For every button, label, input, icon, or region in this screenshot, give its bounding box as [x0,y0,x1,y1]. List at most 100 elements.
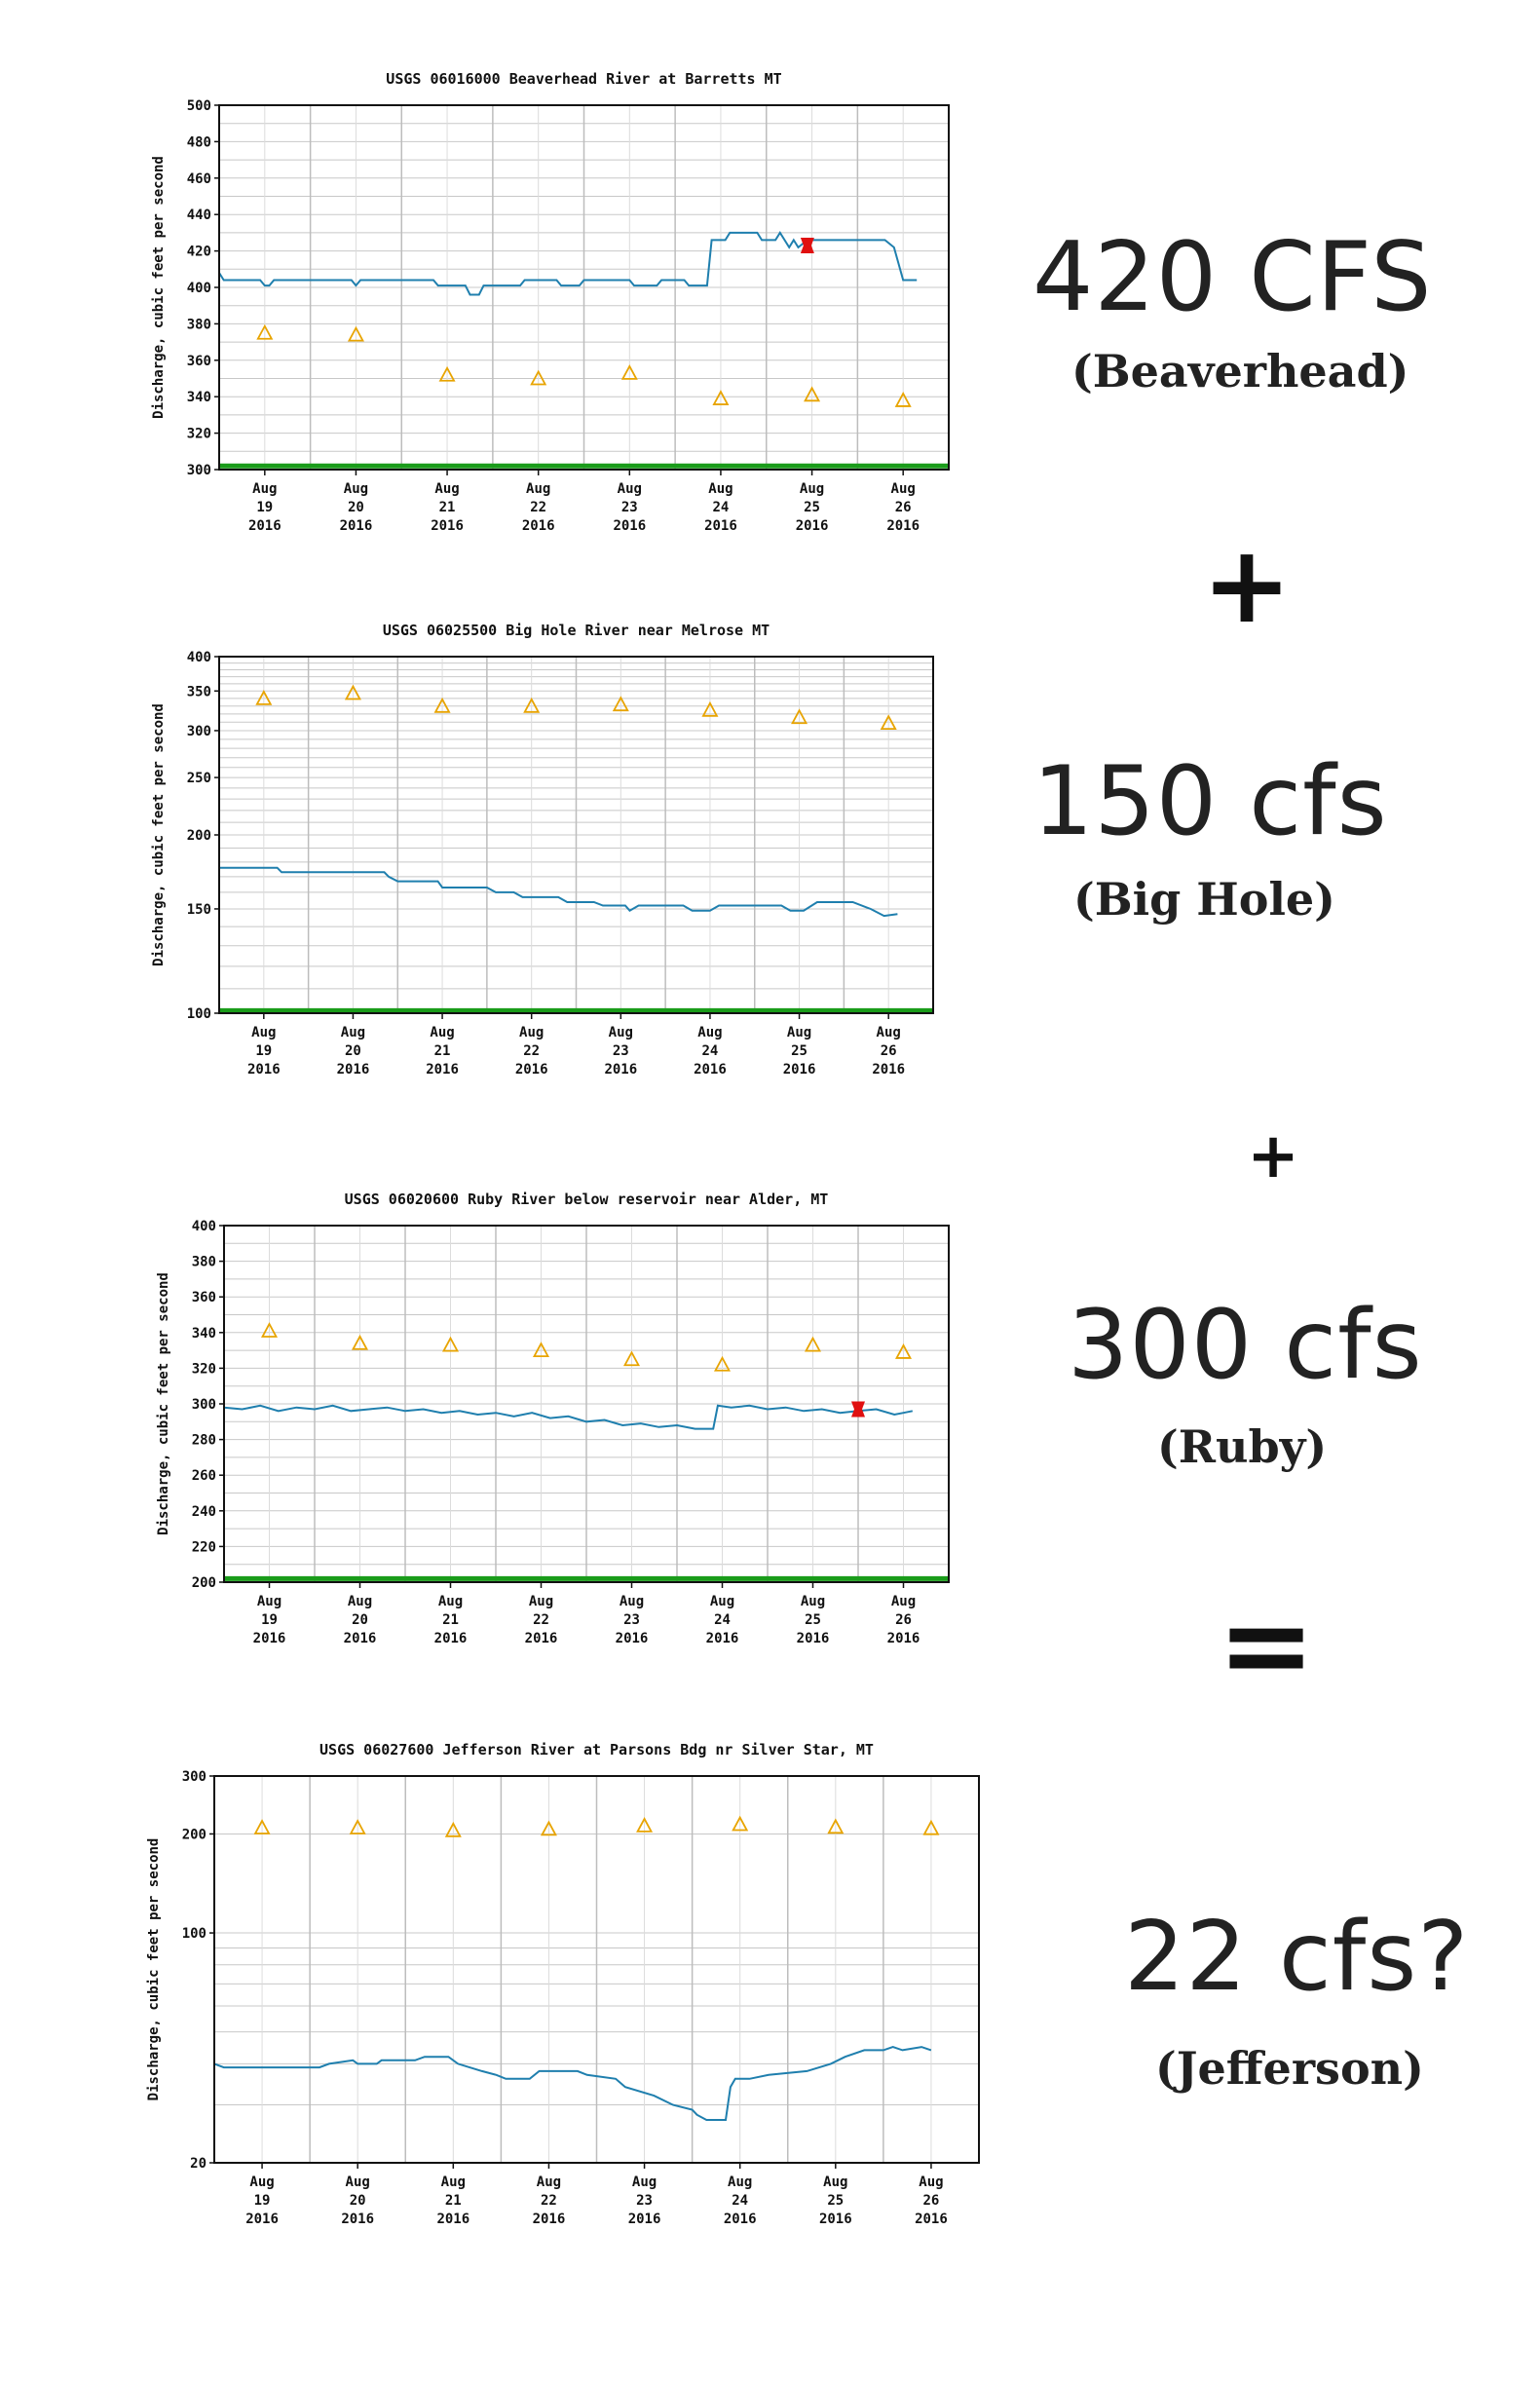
median-marker-triangle [344,684,361,700]
y-tick-label: 320 [192,1361,216,1377]
y-tick-label: 340 [187,390,211,405]
chart-title: USGS 06016000 Beaverhead River at Barret… [386,70,781,88]
x-tick-label: 2016 [628,2212,661,2227]
x-tick-label: 2016 [337,1062,370,1078]
y-tick-label: 20 [190,2156,207,2172]
y-axis-label: Discharge, cubic feet per second [146,1838,162,2101]
x-tick-label: Aug [434,481,459,497]
median-marker-triangle [255,690,273,705]
x-tick-label: 24 [732,2193,748,2209]
x-tick-label: Aug [632,2174,657,2190]
x-tick-label: 19 [261,1612,278,1628]
x-tick-label: 20 [348,500,364,515]
y-tick-label: 200 [192,1575,216,1591]
x-tick-label: 2016 [613,518,646,534]
y-tick-label: 420 [187,245,211,260]
x-tick-label: Aug [346,2174,370,2190]
x-tick-label: 2016 [796,518,829,534]
x-tick-label: Aug [891,481,916,497]
ruby-label: (Ruby) [1157,1420,1328,1473]
plus-sign-1: + [1201,522,1293,647]
x-tick-label: 2016 [525,1631,558,1646]
chart-title: USGS 06020600 Ruby River below reservoir… [345,1191,829,1208]
x-tick-label: Aug [441,2174,466,2190]
x-tick-label: Aug [801,1594,825,1609]
median-marker-triangle [256,323,274,340]
median-marker-triangle [791,708,808,725]
discharge-series-line [219,866,898,918]
y-tick-label: 150 [187,902,211,918]
jefferson-label: (Jefferson) [1155,2042,1424,2095]
x-tick-label: Aug [341,1025,365,1040]
median-marker-triangle [701,700,719,717]
x-tick-label: 2016 [344,1631,377,1646]
y-tick-label: 400 [187,281,211,296]
x-tick-label: 23 [613,1043,629,1059]
median-marker-triangle [612,696,629,712]
x-tick-label: 20 [345,1043,361,1059]
x-tick-label: Aug [344,481,368,497]
x-tick-label: 2016 [434,1631,468,1646]
x-tick-label: Aug [710,1594,734,1609]
x-tick-label: Aug [618,481,642,497]
y-tick-label: 260 [192,1468,216,1484]
discharge-series-line [223,1404,914,1430]
median-marker-triangle [622,1350,641,1367]
plot-border [223,1225,950,1583]
y-tick-label: 200 [182,1827,207,1842]
x-tick-label: 20 [352,1612,368,1628]
x-tick-label: 24 [702,1043,719,1059]
x-tick-label: 2016 [887,1631,920,1646]
median-marker-triangle [712,390,730,405]
median-marker-triangle [732,1815,749,1832]
y-tick-label: 500 [187,98,211,114]
y-tick-label: 360 [187,354,211,369]
median-marker-triangle [347,325,364,342]
median-marker-triangle [540,1820,557,1836]
x-tick-label: 2016 [436,2212,470,2227]
y-tick-label: 460 [187,171,211,187]
x-tick-label: 26 [895,500,912,515]
plus-sign-2: + [1247,1120,1299,1192]
y-tick-label: 240 [192,1504,216,1520]
x-tick-label: Aug [708,481,732,497]
median-marker-triangle [713,1355,732,1372]
x-tick-label: Aug [438,1594,463,1609]
chart-title: USGS 06025500 Big Hole River near Melros… [383,622,770,639]
x-tick-label: 2016 [426,1062,459,1078]
median-marker-triangle [253,1819,271,1834]
x-tick-label: 2016 [431,518,464,534]
chart-beaverhead: USGS 06016000 Beaverhead River at Barret… [146,57,974,544]
y-tick-label: 340 [192,1326,216,1342]
x-tick-label: 2016 [247,1062,281,1078]
x-tick-label: 2016 [604,1062,637,1078]
median-marker-triangle [441,1336,460,1352]
x-tick-label: Aug [891,1594,916,1609]
y-axis-label: Discharge, cubic feet per second [151,156,167,419]
y-tick-label: 480 [187,134,211,150]
x-tick-label: 2016 [522,518,555,534]
x-tick-label: Aug [529,1594,553,1609]
x-tick-label: 22 [541,2193,557,2209]
y-tick-label: 360 [192,1290,216,1305]
x-tick-label: Aug [252,481,277,497]
x-tick-label: 2016 [694,1062,727,1078]
x-tick-label: 22 [530,500,546,515]
x-tick-label: 23 [623,1612,640,1628]
chart-ruby: USGS 06020600 Ruby River below reservoir… [146,1179,974,1666]
y-tick-label: 300 [187,724,211,739]
median-marker-triangle [922,1819,940,1835]
x-tick-label: 2016 [915,2212,948,2227]
x-tick-label: 2016 [245,2212,279,2227]
x-tick-label: 26 [895,1612,912,1628]
x-tick-label: 2016 [533,2212,566,2227]
x-tick-label: 25 [804,500,820,515]
y-axis-label: Discharge, cubic feet per second [156,1272,171,1535]
x-tick-label: Aug [800,481,824,497]
plot-border [218,656,934,1014]
x-tick-label: 26 [923,2193,940,2209]
median-marker-triangle [620,363,638,380]
bighole-value: 150 cfs [1033,746,1388,857]
x-tick-label: 2016 [341,2212,374,2227]
x-tick-label: 25 [805,1612,821,1628]
